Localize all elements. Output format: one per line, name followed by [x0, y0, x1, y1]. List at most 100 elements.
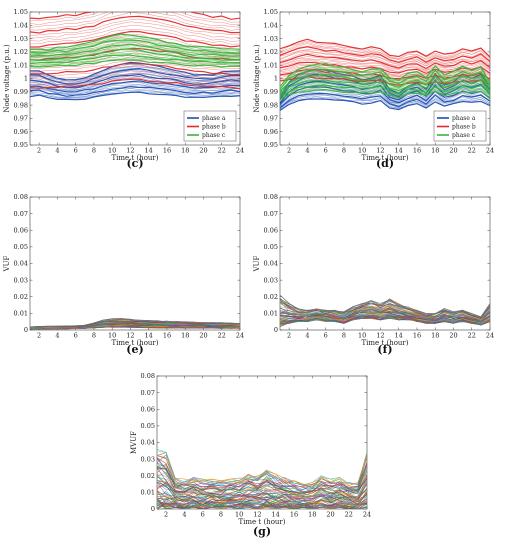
y-tick-label: 0.04: [141, 439, 155, 447]
y-tick-label: 0.03: [264, 276, 278, 284]
series-line-phase-b: [30, 25, 240, 42]
series-line: [157, 498, 367, 509]
series-line-phase-a: [30, 68, 240, 85]
y-tick-label: 0.03: [14, 276, 28, 284]
x-tick-label: 14: [145, 147, 153, 155]
x-tick-label: 12: [376, 332, 384, 340]
series-line-phase-a: [280, 98, 490, 111]
series-line-phase-c: [30, 56, 240, 66]
panel-e: 00.010.020.030.040.050.060.070.082 4 6 8 10 1…: [3, 193, 244, 356]
x-tick-label: 10: [108, 147, 116, 155]
x-tick-label: 8: [92, 147, 96, 155]
legend-box: [183, 110, 237, 142]
legend-entry: phase a: [452, 115, 476, 122]
series-line-phase-c: [280, 68, 490, 90]
series-group: [157, 448, 367, 509]
series-line-phase-b: [30, 29, 240, 45]
series-group: [280, 294, 490, 327]
x-tick-label: 16: [413, 332, 421, 340]
x-tick-label: 22: [218, 332, 226, 340]
y-tick-label: 1: [274, 75, 278, 83]
y-tick-label: 0.06: [264, 226, 278, 234]
y-tick-label: 0.02: [14, 293, 28, 301]
series-line-phase-c: [280, 66, 490, 89]
series-line-phase-b: [280, 49, 490, 65]
series-line: [157, 461, 367, 492]
series-line-phase-c: [30, 54, 240, 65]
series-line-phase-b: [30, 12, 240, 20]
series-line-phase-b: [280, 59, 490, 73]
series-line-phase-c: [280, 75, 490, 94]
x-tick-label: 12: [126, 332, 134, 340]
y-tick-label: 1.03: [264, 35, 278, 43]
series-line-phase-b: [280, 40, 490, 59]
x-tick-label: 4: [305, 332, 309, 340]
series-line-phase-a: [280, 91, 490, 108]
series-line-phase-a: [30, 68, 240, 84]
x-tick-label: 24: [236, 332, 244, 340]
series-line-phase-b: [30, 12, 240, 25]
series-line-phase-b: [280, 42, 490, 60]
series-line-phase-b: [280, 49, 490, 65]
series-line-phase-c: [280, 62, 490, 87]
series-line-phase-a: [30, 80, 240, 93]
series-line: [157, 450, 367, 487]
x-tick-label: 24: [236, 147, 244, 155]
panel-c: 0.95 0.96 0.97 0.98 0.99 1 1.01 1.02 1.03 1.04 1.0…: [3, 8, 244, 170]
series-line-phase-c: [280, 82, 490, 97]
series-line-phase-c: [280, 83, 490, 97]
series-line-phase-c: [280, 84, 490, 98]
y-tick-label: 0: [151, 505, 155, 513]
series-line-phase-a: [280, 94, 490, 110]
series-line-phase-c: [280, 71, 490, 92]
x-tick-label: 6: [74, 147, 78, 155]
series-line-phase-b: [30, 18, 240, 37]
series-line-phase-a: [280, 96, 490, 110]
x-tick-label: 24: [363, 511, 371, 519]
x-tick-label: 2: [287, 147, 291, 155]
y-tick-label: 0.97: [264, 115, 278, 123]
legend-entry: phase a: [202, 115, 226, 122]
series-line-phase-c: [280, 88, 490, 99]
y-tick-label: 1.04: [14, 22, 28, 30]
y-axis-label: MVUF: [130, 431, 138, 454]
series-line-phase-c: [280, 72, 490, 91]
x-tick-label: 24: [486, 332, 494, 340]
y-tick-label: 0.03: [141, 455, 155, 463]
series-line-phase-b: [30, 66, 240, 78]
x-tick-label: 14: [395, 147, 403, 155]
x-tick-label: 22: [345, 511, 353, 519]
series-line: [157, 478, 367, 499]
series-line-phase-b: [30, 12, 240, 23]
series-line-phase-c: [30, 53, 240, 63]
x-tick-label: 20: [199, 332, 207, 340]
x-tick-label: 12: [253, 511, 261, 519]
y-tick-label: 1.02: [264, 48, 278, 56]
y-tick-label: 0.95: [14, 141, 28, 149]
x-tick-label: 8: [92, 332, 96, 340]
x-axis-label: Time t (hour): [112, 154, 159, 162]
x-tick-label: 4: [182, 511, 186, 519]
x-tick-label: 10: [108, 332, 116, 340]
x-tick-label: 14: [145, 332, 153, 340]
series-line: [157, 465, 367, 496]
y-tick-label: 0.01: [141, 489, 155, 497]
x-tick-label: 18: [308, 511, 316, 519]
y-tick-label: 0.04: [264, 260, 278, 268]
x-tick-label: 8: [342, 332, 346, 340]
legend-entry: phase b: [202, 124, 226, 131]
y-tick-label: 0.08: [264, 193, 278, 201]
y-tick-label: 1.03: [14, 35, 28, 43]
legend-entry: phase b: [452, 124, 476, 131]
y-tick-label: 0.01: [264, 310, 278, 318]
series-line-phase-b: [30, 60, 240, 73]
y-tick-label: 1.01: [14, 61, 28, 69]
plot-frame: [29, 196, 241, 331]
x-tick-label: 16: [413, 147, 421, 155]
series-line: [280, 314, 490, 326]
y-axis-label: Node voltage (p.u.): [253, 44, 261, 113]
series-line-phase-b: [30, 21, 240, 39]
y-tick-label: 0.99: [264, 88, 278, 96]
y-tick-label: 0.98: [14, 101, 28, 109]
